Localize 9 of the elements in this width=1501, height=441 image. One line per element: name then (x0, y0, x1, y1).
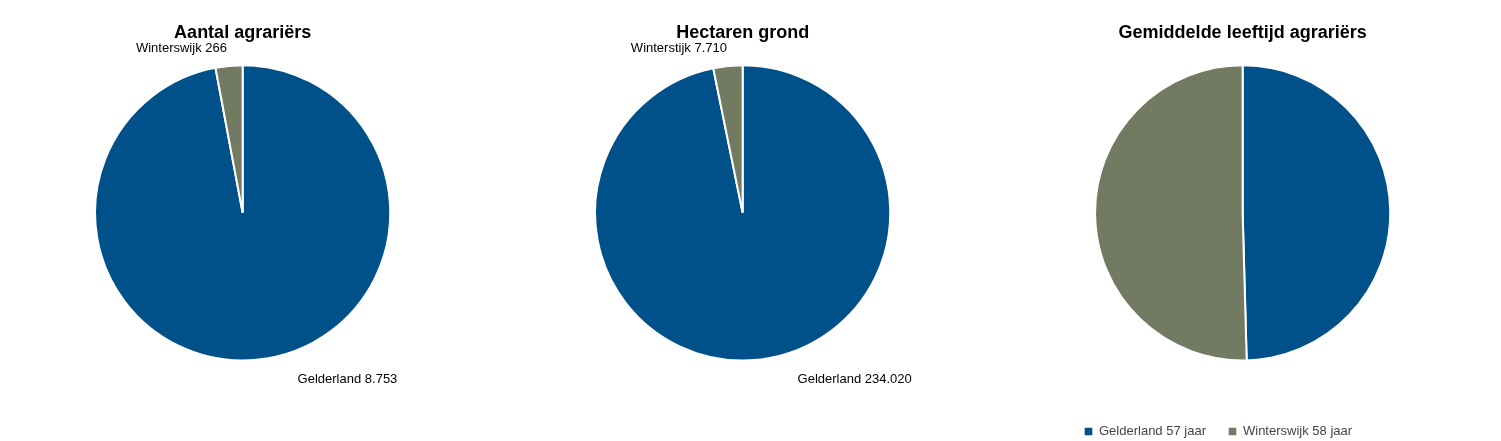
legend-label: Winterswijk 58 jaar (1242, 423, 1353, 438)
chart-title: Gemiddelde leeftijd agrariërs (1118, 21, 1367, 42)
chart-title: Aantal agrariërs (174, 21, 312, 42)
slice-label: Gelderland 234.020 (797, 370, 912, 386)
slice-label: Winterswijk 266 (135, 40, 227, 56)
legend-label: Gelderland 57 jaar (1099, 423, 1206, 438)
chart-title: Hectaren grond (676, 21, 810, 42)
slice-label: Winterstijk 7.710 (630, 40, 727, 56)
slice-label: Gelderland 8.753 (297, 370, 398, 386)
